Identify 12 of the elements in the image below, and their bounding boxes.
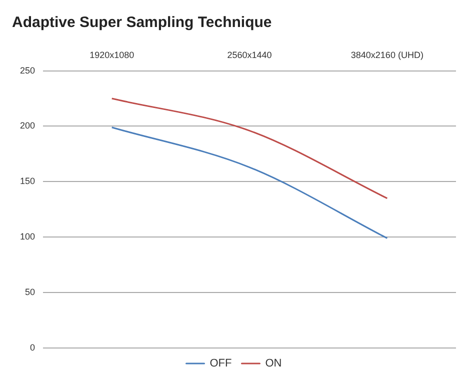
y-tick-label: 150 bbox=[20, 176, 36, 186]
x-tick-label: 3840x2160 (UHD) bbox=[350, 50, 424, 60]
y-tick-label: 200 bbox=[20, 120, 36, 131]
y-tick-label: 0 bbox=[30, 342, 36, 352]
y-tick-label: 50 bbox=[25, 287, 36, 298]
y-tick-label: 250 bbox=[20, 65, 36, 76]
y-tick-label: 100 bbox=[20, 232, 36, 242]
chart-title: Adaptive Super Sampling Technique bbox=[12, 14, 272, 32]
legend-label: OFF bbox=[210, 358, 232, 370]
x-tick-label: 2560x1440 bbox=[227, 50, 272, 60]
x-tick-label: 1920x1080 bbox=[90, 50, 134, 60]
legend-label: ON bbox=[265, 358, 282, 370]
